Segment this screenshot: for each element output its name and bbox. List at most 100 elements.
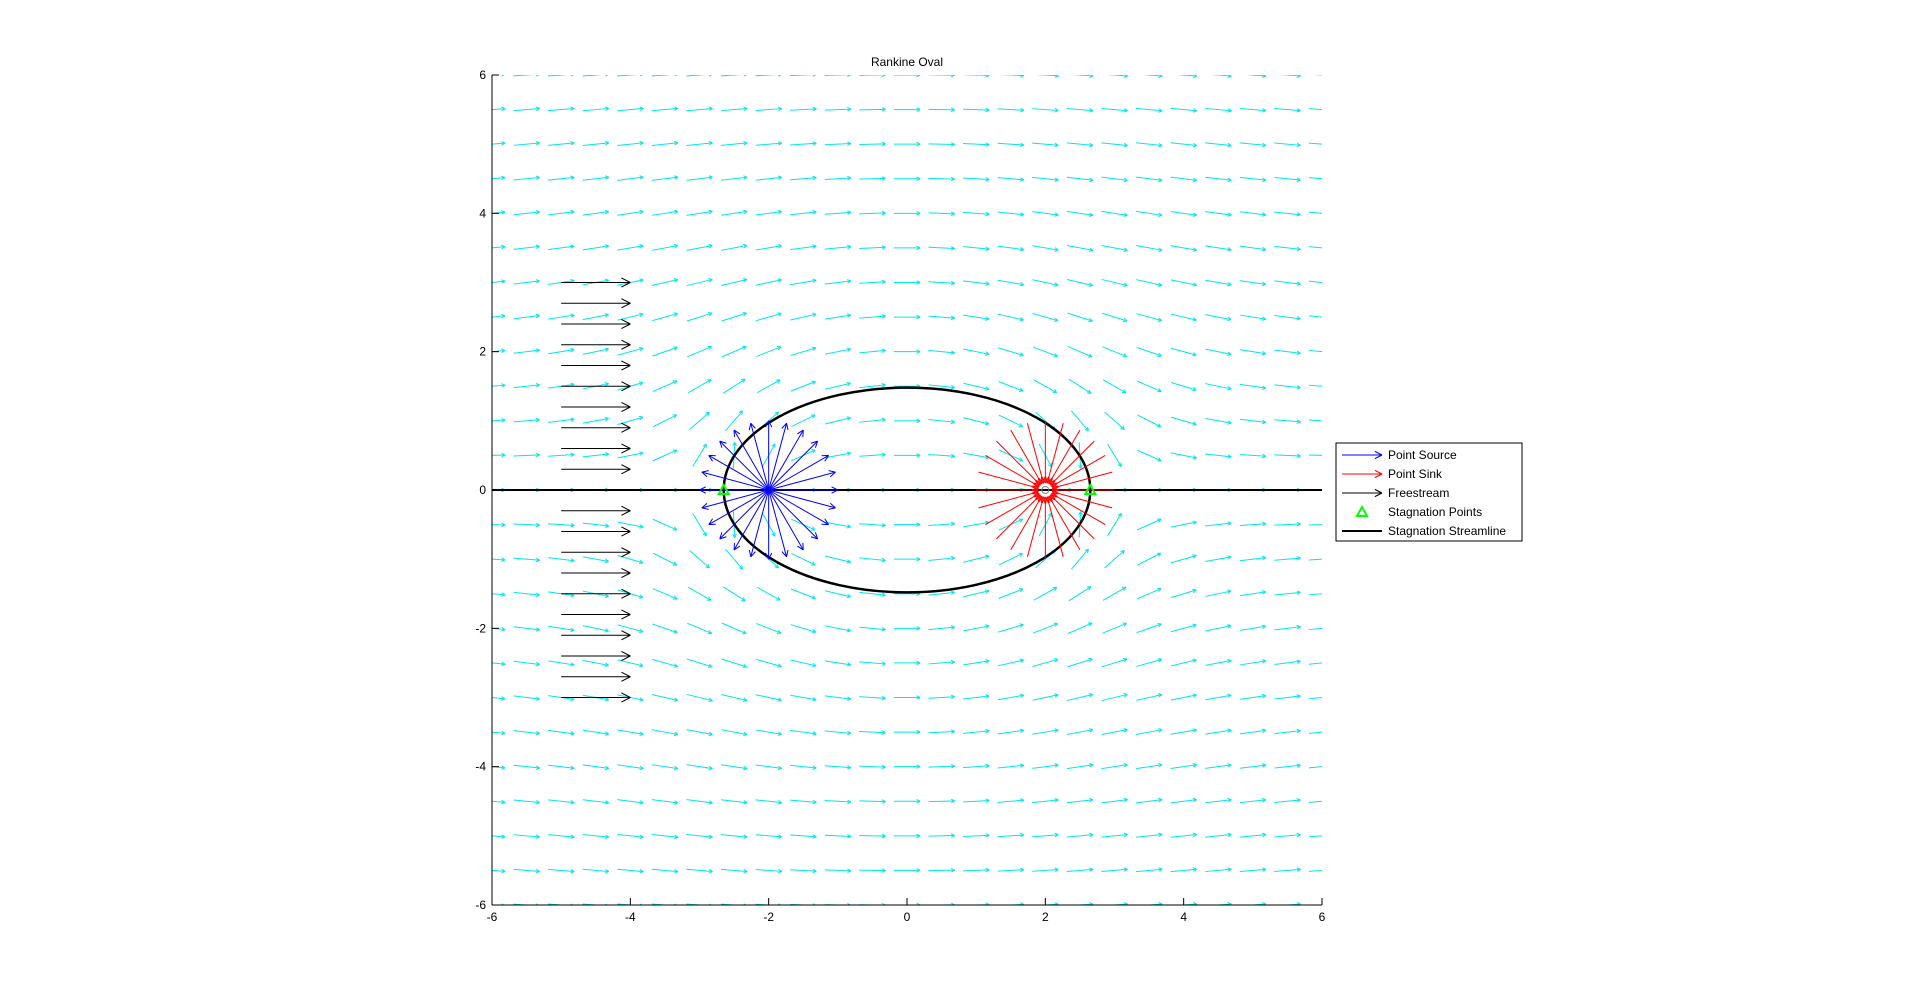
field-arrow (1170, 520, 1197, 528)
field-arrow (548, 382, 575, 389)
field-arrow (963, 833, 990, 838)
freestream-arrow (561, 630, 631, 641)
field-arrow (582, 452, 610, 458)
field-arrow (651, 75, 678, 77)
field-arrow (1135, 142, 1163, 148)
field-arrow (1101, 210, 1128, 218)
field-arrow (721, 311, 747, 322)
field-arrow (492, 383, 506, 388)
source-arrow (765, 420, 773, 490)
legend-entry: Point Source (1342, 448, 1457, 462)
field-arrow (756, 346, 782, 357)
field-arrow (893, 141, 921, 147)
stagnation-points (717, 482, 1097, 495)
field-arrow (1205, 797, 1232, 804)
field-arrow (651, 694, 679, 702)
field-arrow (725, 548, 744, 570)
field-arrow (1102, 622, 1128, 634)
field-arrow (928, 315, 955, 321)
field-arrow (582, 347, 609, 355)
field-arrow (1066, 728, 1094, 735)
field-arrow (513, 834, 540, 839)
field-arrow (790, 278, 817, 286)
field-arrow (1280, 75, 1301, 78)
field-arrow (492, 730, 506, 736)
field-arrow (755, 175, 783, 181)
legend-arrow-icon (1342, 488, 1383, 498)
field-arrow (893, 453, 921, 458)
field-arrow (1274, 867, 1301, 872)
field-arrow (617, 175, 644, 181)
field-arrow (1205, 245, 1232, 252)
field-arrow (513, 660, 540, 667)
field-arrow (652, 346, 678, 357)
source-arrow (768, 429, 804, 491)
field-arrow (963, 763, 990, 769)
field-arrow (1135, 832, 1163, 838)
field-arrow (582, 625, 609, 633)
field-arrow (513, 348, 540, 354)
field-arrow (790, 659, 817, 668)
field-arrow (790, 210, 817, 216)
field-arrow (1308, 454, 1322, 456)
field-arrow (997, 107, 1025, 113)
field-arrow (1274, 280, 1301, 286)
field-arrow (652, 658, 678, 668)
field-arrow (513, 452, 540, 458)
field-arrow (1205, 728, 1232, 735)
field-arrow (617, 451, 644, 459)
field-arrow (617, 381, 644, 391)
field-arrow (963, 211, 990, 217)
legend-arrow-icon (1342, 469, 1383, 479)
sink-arrow (976, 486, 1039, 494)
field-arrow (824, 175, 852, 181)
field-arrow (1032, 142, 1059, 148)
field-arrow (492, 696, 506, 701)
field-arrow (582, 868, 610, 874)
field-arrow (513, 522, 540, 528)
field-arrow (617, 521, 644, 529)
field-arrow (1067, 657, 1093, 668)
field-arrow (963, 280, 990, 286)
field-arrow (513, 868, 540, 874)
sink-arrow (1051, 471, 1113, 491)
field-arrow (582, 799, 610, 805)
field-arrow (755, 244, 782, 251)
field-arrow (1314, 75, 1322, 76)
field-arrow (1308, 349, 1322, 353)
field-arrow (492, 661, 506, 667)
field-arrow (1170, 416, 1197, 426)
field-arrow (893, 626, 921, 631)
field-arrow (963, 348, 990, 356)
field-arrow (1274, 590, 1301, 596)
sink-arrow (1050, 492, 1106, 526)
field-arrow (1308, 108, 1322, 111)
field-arrow (755, 658, 782, 668)
field-arrow (790, 694, 817, 702)
field-arrow (824, 765, 852, 770)
field-arrow (1135, 867, 1163, 873)
field-arrow (1170, 797, 1197, 804)
field-arrow (492, 522, 506, 528)
field-arrow (859, 557, 886, 563)
field-arrow (1205, 763, 1232, 769)
sink-arrow (985, 492, 1040, 526)
field-arrow (1239, 763, 1267, 769)
legend-label: Freestream (1388, 486, 1449, 500)
field-arrow (548, 75, 574, 77)
field-arrow (859, 245, 886, 250)
field-arrow (617, 278, 644, 286)
field-arrow (859, 833, 886, 839)
field-arrow (1032, 279, 1059, 287)
field-arrow (617, 244, 644, 251)
field-arrow (548, 347, 575, 355)
field-arrow (824, 451, 852, 459)
field-arrow (1104, 411, 1125, 430)
field-arrow (686, 243, 713, 251)
field-arrow (548, 625, 575, 633)
field-arrow (617, 833, 644, 840)
legend-label: Point Source (1388, 448, 1457, 462)
freestream-arrow (561, 360, 631, 371)
field-arrow (790, 799, 817, 805)
field-arrow (755, 868, 783, 874)
